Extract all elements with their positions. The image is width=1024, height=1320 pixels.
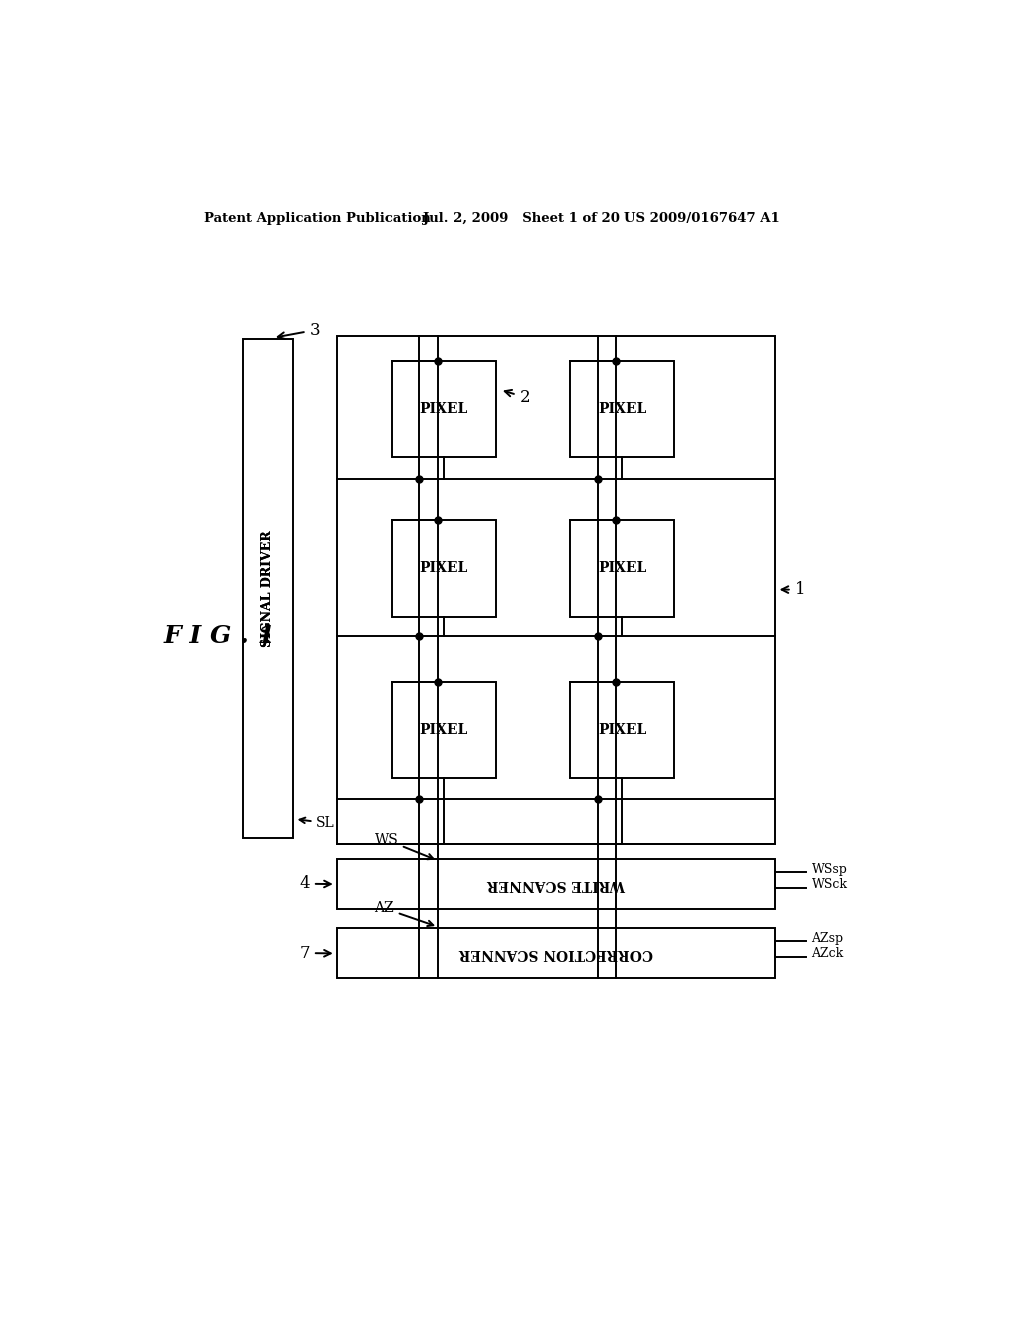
Bar bbox=[337, 335, 775, 843]
Text: WS: WS bbox=[375, 833, 433, 859]
Bar bbox=[569, 360, 675, 457]
Bar bbox=[391, 520, 496, 616]
Text: PIXEL: PIXEL bbox=[420, 723, 468, 737]
Bar bbox=[569, 682, 675, 779]
Text: Jul. 2, 2009   Sheet 1 of 20: Jul. 2, 2009 Sheet 1 of 20 bbox=[423, 213, 620, 224]
Text: WSck: WSck bbox=[812, 878, 848, 891]
Text: US 2009/0167647 A1: US 2009/0167647 A1 bbox=[624, 213, 779, 224]
Text: 4: 4 bbox=[299, 875, 331, 892]
Text: 3: 3 bbox=[278, 322, 319, 339]
Text: AZsp: AZsp bbox=[812, 932, 844, 945]
Text: 7: 7 bbox=[299, 945, 331, 961]
Text: PIXEL: PIXEL bbox=[420, 561, 468, 576]
Text: SL: SL bbox=[300, 816, 335, 830]
Text: PIXEL: PIXEL bbox=[598, 561, 646, 576]
Bar bbox=[337, 928, 775, 978]
Bar bbox=[569, 520, 675, 616]
Text: PIXEL: PIXEL bbox=[598, 723, 646, 737]
Text: 1: 1 bbox=[781, 581, 805, 598]
Text: F I G . 1: F I G . 1 bbox=[164, 624, 275, 648]
Text: CORRECTION SCANNER: CORRECTION SCANNER bbox=[459, 946, 653, 961]
Bar bbox=[243, 339, 293, 838]
Bar bbox=[391, 682, 496, 779]
Text: 2: 2 bbox=[505, 388, 530, 405]
Text: SIGNAL DRIVER: SIGNAL DRIVER bbox=[261, 531, 274, 647]
Text: WSsp: WSsp bbox=[812, 862, 848, 875]
Text: AZ: AZ bbox=[375, 902, 433, 927]
Text: Patent Application Publication: Patent Application Publication bbox=[204, 213, 431, 224]
Text: PIXEL: PIXEL bbox=[598, 403, 646, 416]
Text: SIGNAL DRIVER: SIGNAL DRIVER bbox=[261, 531, 274, 647]
Bar bbox=[391, 360, 496, 457]
Bar bbox=[337, 859, 775, 909]
Text: PIXEL: PIXEL bbox=[420, 403, 468, 416]
Text: AZck: AZck bbox=[812, 948, 844, 961]
Text: WRITE SCANNER: WRITE SCANNER bbox=[486, 876, 626, 891]
